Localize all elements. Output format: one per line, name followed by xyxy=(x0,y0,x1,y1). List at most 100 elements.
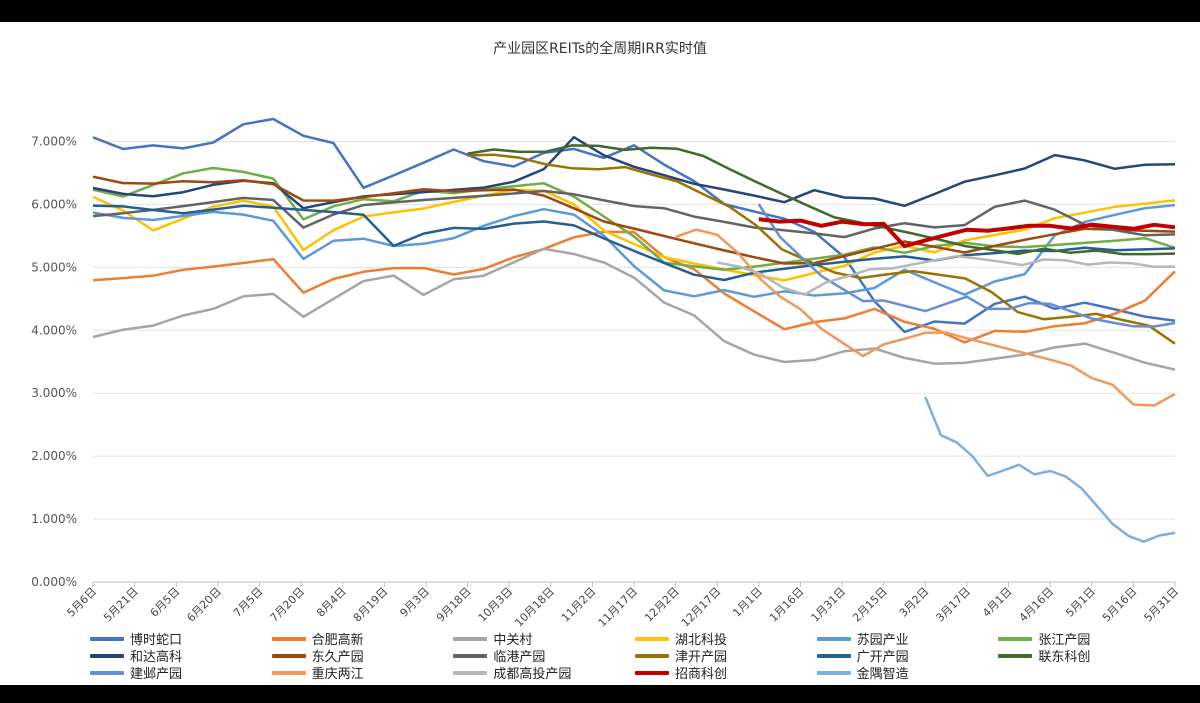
y-tick-label: 3.000% xyxy=(31,386,77,400)
x-tick-label: 3月17日 xyxy=(933,585,973,625)
x-tick-label: 5月6日 xyxy=(64,585,99,620)
x-tick-label: 8月4日 xyxy=(314,585,349,620)
x-tick-label: 2月15日 xyxy=(850,585,890,625)
series-line-10 xyxy=(467,153,1176,345)
x-tick-label: 5月1日 xyxy=(1063,585,1098,620)
y-tick-label: 7.000% xyxy=(31,134,77,148)
legend-swatch xyxy=(816,636,851,641)
x-tick-label: 10月18日 xyxy=(512,585,557,630)
chart-frame: 产业园区REITs的全周期IRR实时值 0.000% 1.000% 2.000% 3.… xyxy=(0,22,1200,685)
x-tick-label: 5月21日 xyxy=(101,585,141,625)
x-tick-label: 6月20日 xyxy=(184,585,224,625)
legend-label: 和达高科 xyxy=(130,650,183,665)
series-line-13 xyxy=(757,203,1176,328)
legend-item: 广开产园 xyxy=(816,647,999,665)
legend-item: 合肥高新 xyxy=(271,630,454,648)
y-tick-labels: 0.000% 1.000% 2.000% 3.000% 4.000% 5.000% 6.00… xyxy=(31,134,77,589)
legend-label: 招商科创 xyxy=(675,667,728,682)
legend-item: 金隅智造 xyxy=(816,664,999,682)
x-tick-label: 5月16日 xyxy=(1100,585,1140,625)
y-tick-label: 1.000% xyxy=(31,512,77,526)
series-line-1 xyxy=(92,117,1176,334)
x-tick-label: 1月16日 xyxy=(767,585,807,625)
series-line-2 xyxy=(92,230,1176,344)
x-tick-label: 4月16日 xyxy=(1017,585,1057,625)
legend-swatch xyxy=(90,653,124,658)
series-line-12 xyxy=(467,144,1176,256)
series-line-17 xyxy=(924,396,1176,543)
series-line-9 xyxy=(92,189,1176,239)
x-tick-label: 7月5日 xyxy=(231,585,266,620)
legend-label: 津开产园 xyxy=(675,650,728,665)
x-tick-label: 12月2日 xyxy=(642,585,682,625)
legend-label: 湖北科投 xyxy=(675,633,728,648)
x-tick-label: 12月17日 xyxy=(679,585,724,630)
legend-item: 建邺产园 xyxy=(90,664,272,682)
legend-label: 临港产园 xyxy=(493,650,546,665)
legend-swatch xyxy=(816,670,851,675)
legend-swatch xyxy=(635,670,669,675)
legend-label: 中关村 xyxy=(493,633,533,648)
legend-swatch xyxy=(271,670,306,675)
legend-item: 临港产园 xyxy=(453,647,635,665)
legend-swatch xyxy=(90,636,124,641)
legend-item: 张江产园 xyxy=(998,630,1180,648)
legend-swatch xyxy=(635,653,669,658)
x-tick-label: 5月31日 xyxy=(1142,585,1182,625)
x-tick-label: 8月19日 xyxy=(351,585,391,625)
legend-swatch xyxy=(453,653,488,658)
legend-item: 成都高投产园 xyxy=(453,664,635,682)
legend-swatch xyxy=(453,636,488,641)
x-tick-label: 6月5日 xyxy=(148,585,183,620)
legend-label: 金隅智造 xyxy=(856,667,909,682)
legend-label: 建邺产园 xyxy=(130,667,183,682)
legend-swatch xyxy=(816,653,851,658)
x-tick-label: 4月1日 xyxy=(980,585,1015,620)
y-tick-label: 5.000% xyxy=(31,260,77,274)
x-tick-label: 11月2日 xyxy=(559,585,599,625)
legend-swatch xyxy=(271,636,306,641)
legend-item: 中关村 xyxy=(453,630,635,648)
legend-swatch xyxy=(998,653,1033,658)
series-line-16 xyxy=(758,217,1176,249)
legend-item: 东久产园 xyxy=(271,647,454,665)
x-tick-labels: 5月6日 5月21日 6月5日 6月20日 7月5日 7月20日 8月4日 8月19日 9月3日… xyxy=(64,582,1181,629)
x-tick-label: 7月20日 xyxy=(268,585,308,625)
series-line-14 xyxy=(675,228,1176,407)
legend-item: 重庆两江 xyxy=(271,664,454,682)
y-tick-label: 4.000% xyxy=(31,323,77,337)
x-tick-label: 10月3日 xyxy=(476,585,516,625)
x-tick-label: 3月2日 xyxy=(897,585,932,620)
legend-label: 博时蛇口 xyxy=(130,633,183,648)
x-tick-label: 9月3日 xyxy=(397,585,432,620)
chart-plot: 0.000% 1.000% 2.000% 3.000% 4.000% 5.000% 6.00… xyxy=(31,117,1181,629)
y-tick-label: 0.000% xyxy=(31,575,77,589)
legend-label: 重庆两江 xyxy=(311,667,364,682)
legend-label: 合肥高新 xyxy=(311,633,364,648)
x-tick-label: 1月31日 xyxy=(809,585,849,625)
x-tick-label: 9月18日 xyxy=(434,585,474,625)
legend-item: 和达高科 xyxy=(90,647,272,665)
legend-swatch xyxy=(90,670,124,675)
series-line-11 xyxy=(92,204,1176,282)
legend-label: 东久产园 xyxy=(311,650,364,665)
series-line-3 xyxy=(92,247,1176,371)
y-tick-label: 2.000% xyxy=(31,449,77,463)
legend-item: 博时蛇口 xyxy=(90,630,272,648)
legend-swatch xyxy=(635,636,669,641)
series-line-15 xyxy=(716,254,1176,296)
legend-swatch xyxy=(998,636,1033,641)
legend-item: 津开产园 xyxy=(635,647,817,665)
legend-swatch xyxy=(453,670,488,675)
legend-label: 张江产园 xyxy=(1038,633,1091,648)
legend-item: 湖北科投 xyxy=(635,630,817,648)
chart-title: 产业园区REITs的全周期IRR实时值 xyxy=(493,41,707,57)
chart-legend: 博时蛇口 合肥高新 中关村 湖北科投 苏园产业 张江产园和达高科 东久产园 临港产园 津开产园 广… xyxy=(90,630,1180,682)
series-line-5 xyxy=(92,203,1176,299)
legend-item: 联东科创 xyxy=(998,647,1180,665)
x-tick-label: 1月1日 xyxy=(730,585,765,620)
legend-item: 苏园产业 xyxy=(816,630,999,648)
legend-label: 联东科创 xyxy=(1038,650,1091,665)
series-lines xyxy=(92,117,1176,543)
legend-label: 苏园产业 xyxy=(856,633,909,648)
